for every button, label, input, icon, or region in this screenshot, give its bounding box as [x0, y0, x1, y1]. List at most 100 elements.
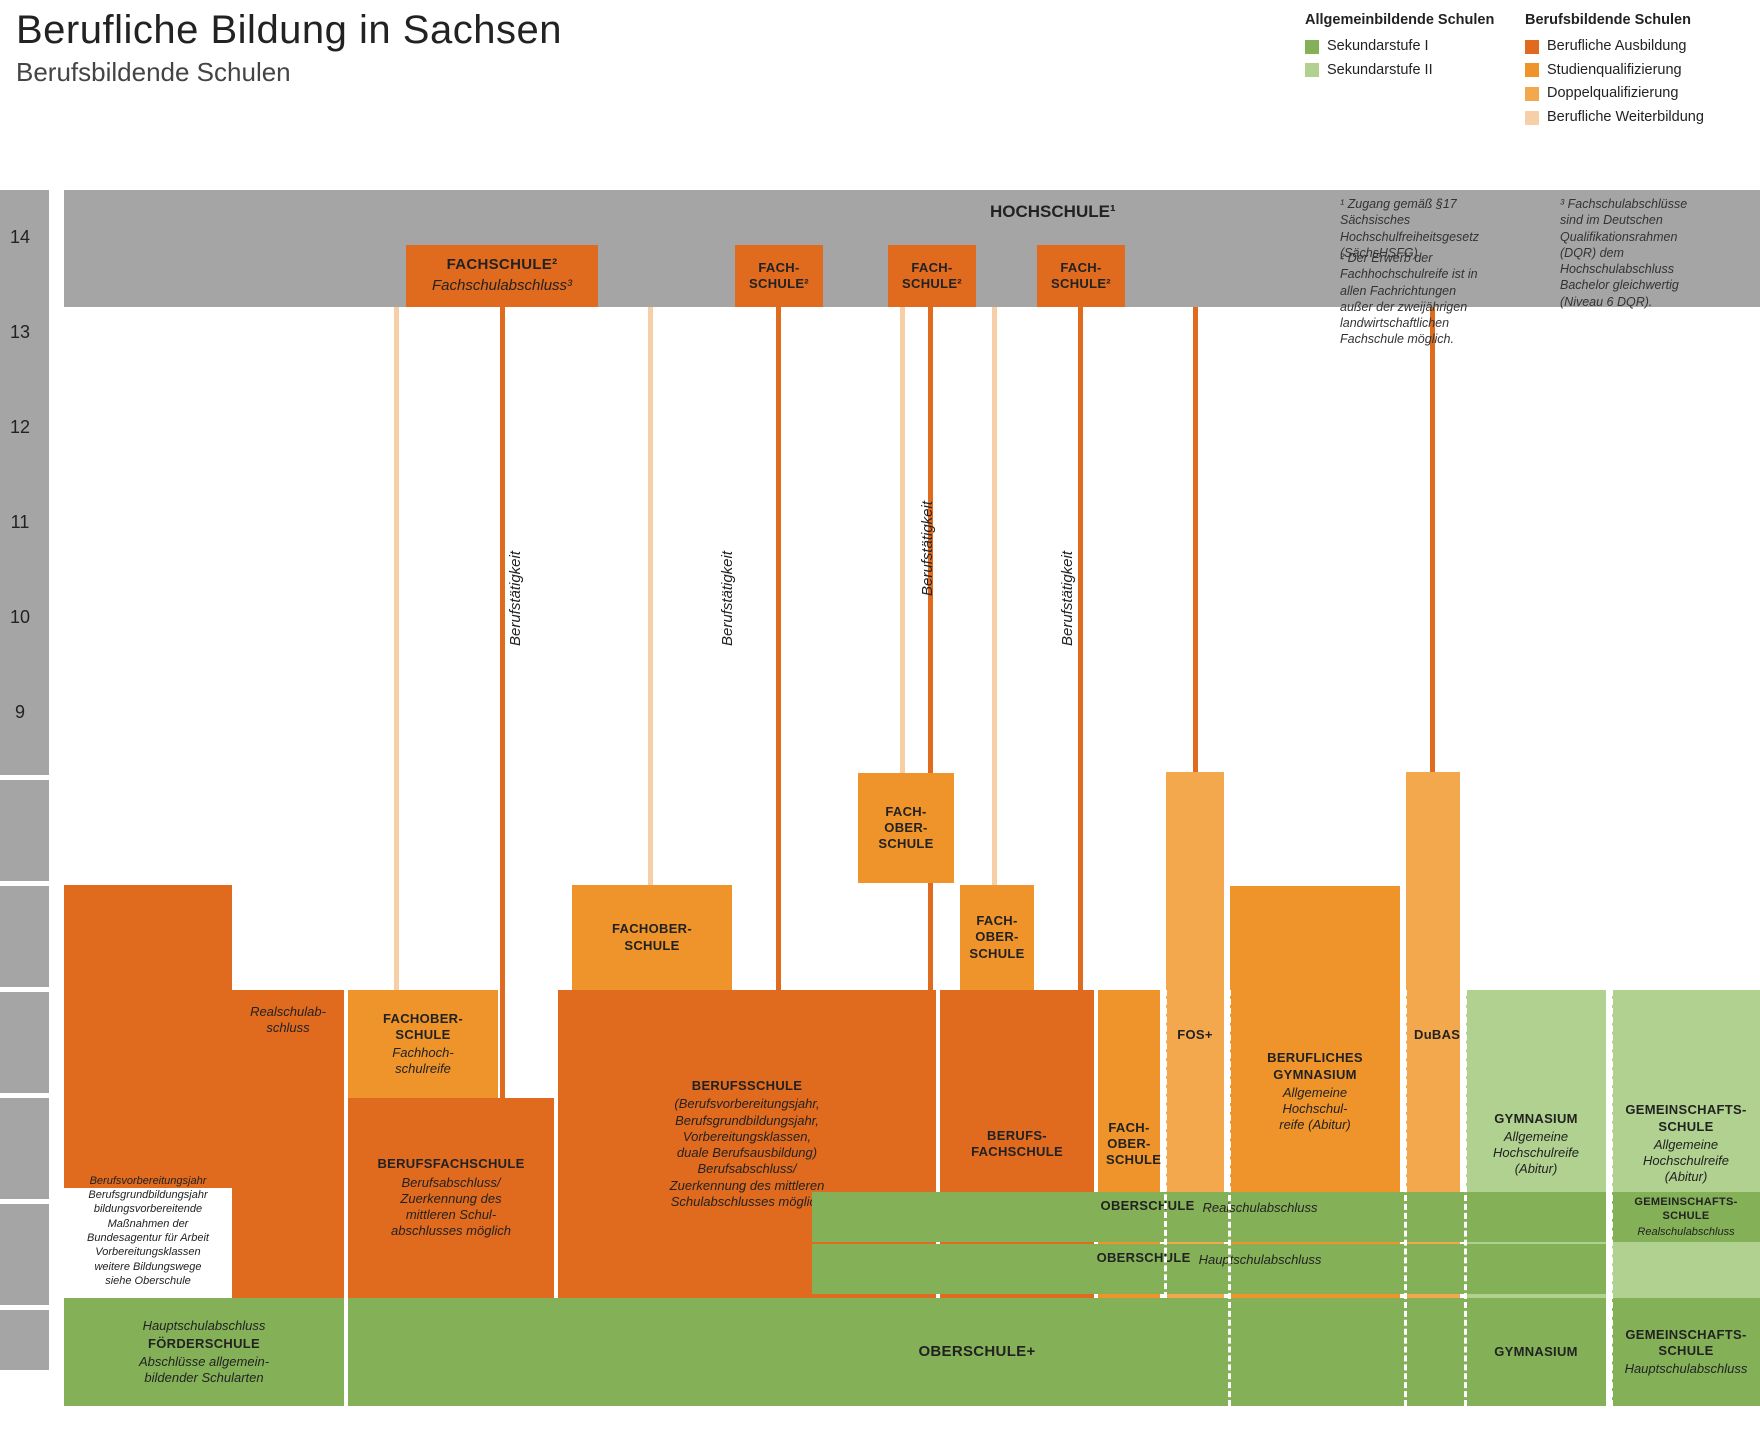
dash-separator	[1610, 990, 1613, 1406]
box-title: GEMEINSCHAFTS-SCHULE	[1620, 1327, 1752, 1360]
box-title: FÖRDERSCHULE	[72, 1336, 336, 1352]
footnote: ² Der Erwerb der Fachhochschulreife ist …	[1340, 250, 1492, 348]
y-tick: 10	[0, 570, 40, 665]
connector-line	[900, 307, 905, 773]
connector-line	[1430, 307, 1435, 772]
y-tick: 14	[0, 190, 40, 285]
page-title: Berufliche Bildung in Sachsen	[16, 8, 562, 53]
box-subtitle: Hauptschulabschluss	[1199, 1252, 1322, 1288]
diagram-box: FACHOBER-SCHULEFachhoch-schulreife	[348, 990, 498, 1098]
diagram-box: BERUFSFACHSCHULE Berufsabschluss/Zuerkenn…	[348, 1098, 554, 1298]
connector-line	[928, 307, 933, 990]
diagram-box: Realschulab-schluss	[232, 990, 344, 1298]
vertical-label: Berufstätigkeit	[719, 551, 736, 646]
box-subtitle: AllgemeineHochschul-reife (Abitur)	[1238, 1085, 1392, 1134]
box-title: GYMNASIUM	[1474, 1111, 1598, 1127]
diagram-box: FACH-OBER-SCHULE	[858, 773, 954, 883]
y-tick: 11	[0, 475, 40, 570]
box-subtitle: Realschulabschluss	[1620, 1225, 1752, 1239]
legend-label: Doppelqualifizierung	[1547, 83, 1678, 105]
legend-group: Allgemeinbildende Schulen Sekundarstufe I…	[1305, 10, 1494, 83]
box-title: FACH-SCHULE²	[1045, 260, 1117, 293]
y-tick: 12	[0, 380, 40, 475]
page-subtitle: Berufsbildende Schulen	[16, 57, 562, 88]
legend-label: Sekundarstufe II	[1327, 60, 1433, 82]
connector-line	[1078, 307, 1083, 990]
dash-separator	[1228, 990, 1231, 1406]
box-subtitle: Berufsabschluss/Zuerkennung desmittleren…	[356, 1175, 546, 1240]
box-title: BERUFLICHESGYMNASIUM	[1238, 1050, 1392, 1083]
box-title: BERUFSFACHSCHULE	[356, 1156, 546, 1172]
y-tick: 9	[0, 665, 40, 760]
box-title: FACHOBER-SCHULE	[356, 1011, 490, 1044]
box-title: BERUFSSCHULE	[566, 1078, 928, 1094]
box-title: FACH-OBER-SCHULE	[968, 913, 1026, 962]
diagram-box: OBERSCHULE+	[348, 1298, 1606, 1406]
legend-label: Sekundarstufe I	[1327, 36, 1429, 58]
legend-swatch	[1305, 63, 1319, 77]
legend-label: Berufliche Weiterbildung	[1547, 107, 1704, 129]
box-subtitle: Realschulabschluss	[1203, 1200, 1318, 1236]
legend-row: Doppelqualifizierung	[1525, 83, 1704, 105]
legend-swatch	[1525, 87, 1539, 101]
box-subtitle: AllgemeineHochschulreife(Abitur)	[1620, 1137, 1752, 1186]
diagram-box: Hauptschulabschluss FÖRDERSCHULE Abschlüss…	[64, 1298, 344, 1406]
diagram-box: BerufsvorbereitungsjahrBerufsgrundbildun…	[66, 1170, 230, 1290]
box-subtitle: Fachhoch-schulreife	[356, 1045, 490, 1078]
connector-line	[500, 307, 505, 1098]
diagram-box: OBERSCHULEHauptschulabschluss	[812, 1244, 1606, 1294]
legend-label: Berufliche Ausbildung	[1547, 36, 1686, 58]
legend-heading: Allgemeinbildende Schulen	[1305, 10, 1494, 32]
box-subtitle: AllgemeineHochschulreife(Abitur)	[1474, 1129, 1598, 1178]
box-title: GEMEINSCHAFTS-SCHULE	[1620, 1102, 1752, 1135]
legend-heading: Berufsbildende Schulen	[1525, 10, 1704, 32]
dash-separator	[1164, 990, 1167, 1298]
box-title: FACHSCHULE²	[414, 256, 590, 275]
hochschule-label: HOCHSCHULE¹	[990, 202, 1116, 222]
connector-line	[992, 307, 997, 885]
box-subtitle: Realschulab-schluss	[240, 1004, 336, 1037]
diagram-box: FACHSCHULE²Fachschulabschluss³	[406, 245, 598, 307]
box-pretitle: Hauptschulabschluss	[72, 1318, 336, 1334]
box-title: FACHOBER-SCHULE	[580, 921, 724, 954]
diagram-box: FACH-OBER-SCHULE	[960, 885, 1034, 990]
education-diagram: Schulbesuchsjahre 14131211109 HOCHSCHULE…	[0, 190, 1760, 1434]
diagram-box: FACH-SCHULE²	[888, 245, 976, 307]
box-title: FACH-OBER-SCHULE	[1106, 1120, 1152, 1169]
footnote: ³ Fachschulabschlüsse sind im Deutschen …	[1560, 196, 1712, 310]
legend-group: Berufsbildende Schulen Berufliche Ausbild…	[1525, 10, 1704, 131]
legend-row: Berufliche Weiterbildung	[1525, 107, 1704, 129]
box-title: GEMEINSCHAFTS-SCHULE	[1620, 1195, 1752, 1224]
box-title: BERUFS-FACHSCHULE	[948, 1128, 1086, 1161]
box-title: FOS+	[1174, 1027, 1216, 1043]
diagram-box: FACHOBER-SCHULE	[572, 885, 732, 990]
diagram-box: GEMEINSCHAFTS-SCHULEHauptschulabschluss	[1612, 1298, 1760, 1406]
diagram-box: GEMEINSCHAFTS-SCHULERealschulabschluss	[1612, 1192, 1760, 1242]
legend-label: Studienqualifizierung	[1547, 60, 1682, 82]
diagram-box: FACH-SCHULE²	[1037, 245, 1125, 307]
connector-line	[1193, 307, 1198, 772]
connector-line	[776, 307, 781, 990]
legend-swatch	[1525, 111, 1539, 125]
diagram-box: GEMEINSCHAFTS-SCHULEAllgemeineHochschulr…	[1612, 990, 1760, 1298]
box-title: OBERSCHULE+	[356, 1343, 1598, 1362]
diagram-box	[64, 885, 232, 1188]
legend-row: Sekundarstufe II	[1305, 60, 1494, 82]
box-subtitle: Abschlüsse allgemein-bildender Schularte…	[72, 1354, 336, 1387]
diagram-box: FACH-SCHULE²	[735, 245, 823, 307]
page-header: Berufliche Bildung in Sachsen Berufsbild…	[16, 8, 562, 88]
box-title: GYMNASIUM	[1474, 1344, 1598, 1360]
legend-swatch	[1305, 40, 1319, 54]
connector-line	[394, 307, 399, 990]
dash-separator	[1404, 990, 1407, 1406]
box-pretitle: OBERSCHULE	[1097, 1250, 1191, 1288]
box-subtitle: Hauptschulabschluss	[1620, 1361, 1752, 1377]
legend-row: Studienqualifizierung	[1525, 60, 1704, 82]
vertical-label: Berufstätigkeit	[919, 501, 936, 596]
vertical-label: Berufstätigkeit	[507, 551, 524, 646]
dash-separator	[1464, 990, 1467, 1406]
box-title: FACH-SCHULE²	[743, 260, 815, 293]
box-title: FACH-SCHULE²	[896, 260, 968, 293]
legend-row: Berufliche Ausbildung	[1525, 36, 1704, 58]
box-pretitle: OBERSCHULE	[1101, 1198, 1195, 1236]
